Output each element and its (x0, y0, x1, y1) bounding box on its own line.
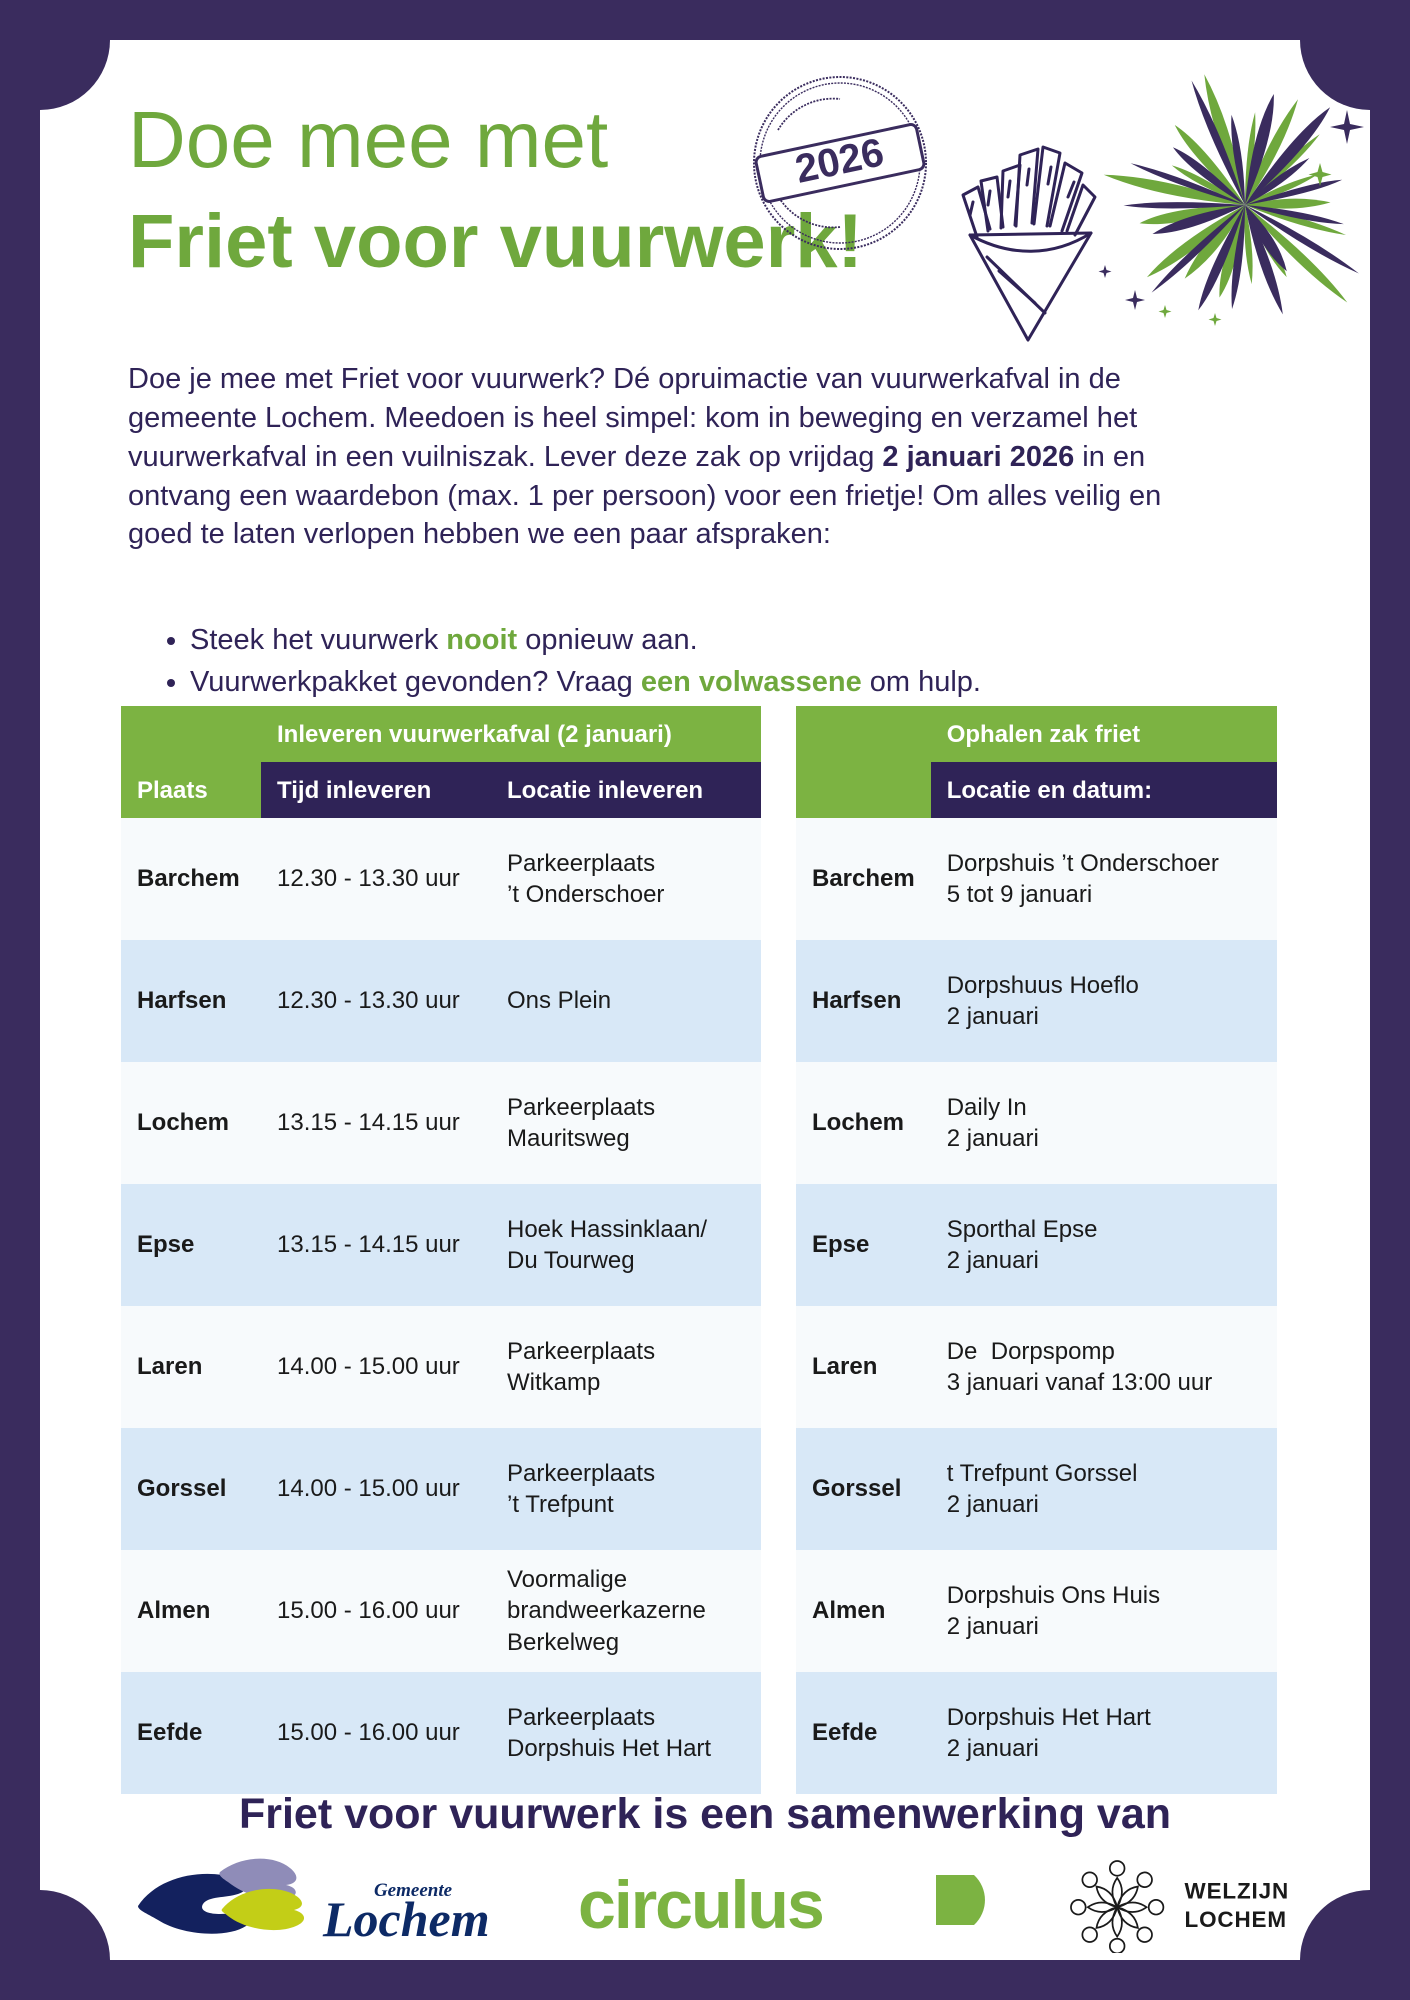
svg-text:LOCHEM: LOCHEM (1185, 1907, 1287, 1932)
svg-text:2026: 2026 (791, 130, 887, 192)
svg-text:Lochem: Lochem (322, 1891, 490, 1947)
svg-text:circulus: circulus (578, 1867, 823, 1943)
svg-text:WELZIJN: WELZIJN (1185, 1879, 1290, 1904)
